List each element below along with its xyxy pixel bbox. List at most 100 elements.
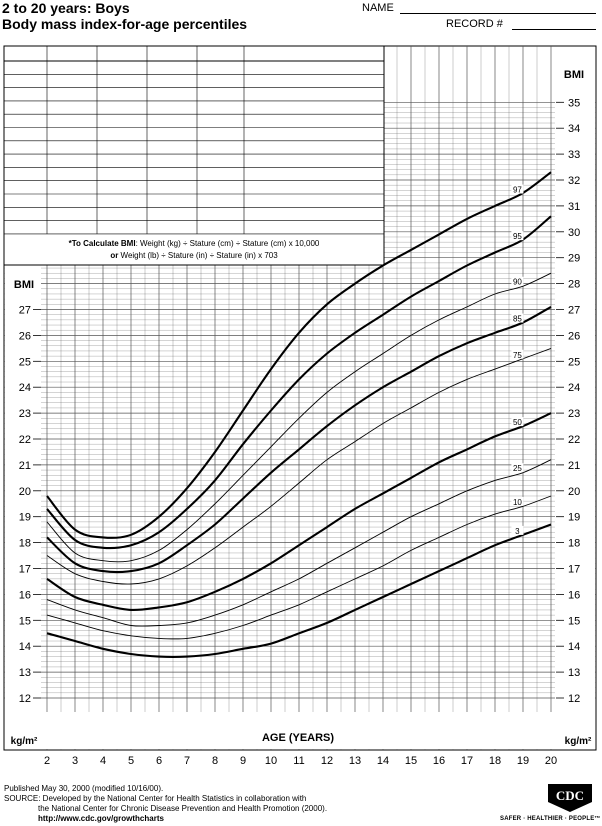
x-tick-label: 15	[405, 755, 417, 767]
percentile-label-90: 90	[513, 278, 522, 287]
percentile-curve-10	[46, 495, 552, 640]
x-axis-label: AGE (YEARS)	[262, 732, 334, 744]
y-unit-left: kg/m²	[11, 736, 38, 747]
formula-rest: : Weight (kg) ÷ Stature (cm) ÷ Stature (…	[136, 239, 320, 248]
y-tick-label-right: 35	[568, 97, 580, 109]
x-tick-label: 14	[377, 755, 389, 767]
left-label-gutter	[5, 266, 41, 749]
y-tick-label-right: 20	[568, 486, 580, 498]
y-tick-label-right: 32	[568, 175, 580, 187]
y-tick-label-right: 26	[568, 330, 580, 342]
percentile-label-bg	[511, 463, 524, 473]
y-tick-label-left: 13	[19, 667, 31, 679]
record-table-box	[3, 45, 385, 266]
svg-text:CDC: CDC	[556, 788, 584, 803]
y-tick-label-right: 33	[568, 149, 580, 161]
y-tick-label-left: 18	[19, 538, 31, 550]
chart-title-line2: Body mass index-for-age percentiles	[2, 16, 248, 32]
y-tick-label-right: 19	[568, 512, 580, 524]
percentile-curve-85	[46, 305, 552, 574]
y-axis-label-left: BMI	[14, 279, 34, 291]
percentile-label-3: 3	[515, 527, 520, 536]
y-tick-label-right: 15	[568, 615, 580, 627]
y-tick-label-right: 28	[568, 279, 580, 291]
record-label: RECORD #	[446, 18, 503, 30]
y-tick-label-right: 18	[568, 538, 580, 550]
y-tick-label-left: 14	[19, 641, 31, 653]
y-tick-label-left: 24	[19, 382, 31, 394]
y-tick-label-right: 24	[568, 382, 580, 394]
y-tick-label-right: 29	[568, 253, 580, 265]
chart-title-line1: 2 to 20 years: Boys	[2, 0, 130, 16]
y-tick-label-left: 12	[19, 693, 31, 705]
y-tick-label-right: 16	[568, 589, 580, 601]
x-tick-label: 5	[128, 755, 134, 767]
y-tick-label-right: 23	[568, 408, 580, 420]
percentile-curve-90	[46, 272, 552, 563]
y-tick-label-left: 25	[19, 356, 31, 368]
percentile-label-bg	[511, 184, 524, 194]
y-tick-label-right: 31	[568, 201, 580, 213]
y-tick-label-left: 15	[19, 615, 31, 627]
percentile-label-50: 50	[513, 418, 522, 427]
percentile-curve-3	[46, 523, 552, 658]
y-tick-label-left: 17	[19, 564, 31, 576]
name-field[interactable]	[400, 13, 596, 14]
y-tick-label-right: 14	[568, 641, 580, 653]
bmi-formula-line2: or Weight (lb) ÷ Stature (in) ÷ Stature …	[110, 251, 278, 260]
x-tick-label: 7	[184, 755, 190, 767]
x-tick-label: 6	[156, 755, 162, 767]
y-unit-right: kg/m²	[565, 736, 592, 747]
cdc-logo: CDC	[548, 784, 592, 812]
y-tick-label-left: 22	[19, 434, 31, 446]
x-tick-label: 18	[489, 755, 501, 767]
percentile-label-bg	[511, 231, 524, 241]
y-tick-label-left: 16	[19, 589, 31, 601]
percentile-label-25: 25	[513, 464, 522, 473]
y-tick-label-left: 27	[19, 305, 31, 317]
percentile-label-bg	[511, 417, 524, 427]
x-tick-label: 4	[100, 755, 106, 767]
cdc-tagline: SAFER · HEALTHIER · PEOPLE™	[500, 816, 601, 822]
y-tick-label-left: 26	[19, 330, 31, 342]
y-tick-label-right: 30	[568, 227, 580, 239]
percentile-label-75: 75	[513, 351, 522, 360]
y-tick-label-right: 34	[568, 123, 580, 135]
y-tick-label-left: 23	[19, 408, 31, 420]
y-tick-label-right: 13	[568, 667, 580, 679]
record-field[interactable]	[512, 29, 596, 30]
percentile-curves: 97 95 90 85 75 50 25 10 3	[46, 171, 552, 658]
x-tick-label: 13	[349, 755, 361, 767]
percentile-label-97: 97	[513, 186, 522, 195]
bmi-chart: *To Calculate BMI: Weight (kg) ÷ Stature…	[3, 45, 597, 767]
y-tick-label-right: 27	[568, 305, 580, 317]
percentile-curve-97	[46, 171, 552, 539]
published-note: Published May 30, 2000 (modified 10/16/0…	[4, 784, 164, 793]
percentile-curve-50	[46, 412, 552, 612]
y-tick-label-right: 22	[568, 434, 580, 446]
percentile-curve-95	[46, 215, 552, 550]
x-tick-label: 20	[545, 755, 557, 767]
record-table: *To Calculate BMI: Weight (kg) ÷ Stature…	[3, 45, 385, 266]
x-tick-label: 3	[72, 755, 78, 767]
percentile-label-bg	[511, 313, 524, 323]
percentile-label-95: 95	[513, 232, 522, 241]
y-axis-label-right: BMI	[564, 69, 584, 81]
percentile-label-bg	[511, 496, 524, 506]
y-tick-label-right: 17	[568, 564, 580, 576]
x-tick-label: 16	[433, 755, 445, 767]
percentile-curve-75	[46, 347, 552, 585]
y-tick-label-left: 19	[19, 512, 31, 524]
x-tick-label: 12	[321, 755, 333, 767]
percentile-curve-25	[46, 459, 552, 627]
right-label-gutter	[555, 47, 595, 749]
x-tick-label: 9	[240, 755, 246, 767]
x-tick-label: 10	[265, 755, 277, 767]
source-url[interactable]: http://www.cdc.gov/growthcharts	[38, 814, 164, 823]
x-tick-label: 17	[461, 755, 473, 767]
formula-bold: *To Calculate BMI	[69, 239, 136, 248]
y-tick-label-left: 21	[19, 460, 31, 472]
formula-rest: Weight (lb) ÷ Stature (in) ÷ Stature (in…	[118, 251, 278, 260]
percentile-label-bg	[511, 525, 524, 535]
y-tick-label-left: 20	[19, 486, 31, 498]
